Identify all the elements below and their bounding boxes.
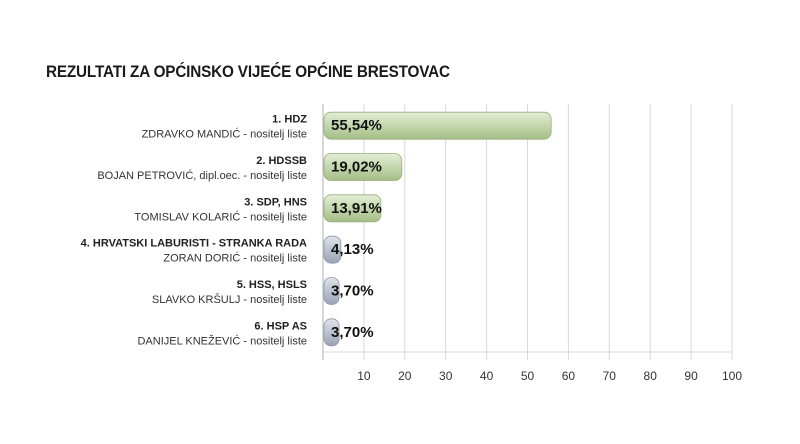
- leader-label: TOMISLAV KOLARIĆ - nositelj liste: [134, 210, 307, 223]
- party-label: 6. HSP AS: [254, 320, 307, 332]
- chart-title: REZULTATI ZA OPĆINSKO VIJEĆE OPĆINE BRES…: [46, 62, 450, 81]
- bar: [323, 318, 340, 347]
- x-tick-label: 60: [562, 369, 576, 383]
- party-label: 1. HDZ: [272, 114, 307, 126]
- data-label: 3,70%: [331, 283, 374, 300]
- party-label: 5. HSS, HSLS: [237, 279, 307, 291]
- category-labels: 1. HDZ ZDRAVKO MANDIĆ - nositelj liste 2. …: [81, 114, 308, 348]
- data-label: 13,91%: [331, 200, 382, 217]
- x-tick-label: 30: [439, 369, 453, 383]
- data-label: 4,13%: [331, 241, 374, 258]
- grid-layer: [322, 104, 733, 360]
- leader-label: ZORAN DORIĆ - nositelj liste: [163, 252, 307, 265]
- data-label: 55,54%: [331, 117, 382, 134]
- data-label: 3,70%: [331, 324, 374, 341]
- x-tick-label: 70: [603, 369, 617, 383]
- party-label: 2. HDSSB: [256, 155, 307, 167]
- bar: [323, 111, 552, 140]
- bar: [323, 235, 342, 264]
- data-label: 19,02%: [331, 159, 382, 176]
- x-tick-label: 40: [480, 369, 494, 383]
- x-tick-label: 50: [521, 369, 535, 383]
- bars-layer: [323, 111, 552, 347]
- x-tick-label: 80: [644, 369, 658, 383]
- bar: [323, 153, 403, 181]
- leader-label: BOJAN PETROVIĆ, dipl.oec. - nositelj lis…: [97, 169, 307, 182]
- value-labels: 55,54% 19,02% 13,91% 4,13% 3,70% 3,70%: [331, 117, 382, 341]
- x-tick-label: 100: [722, 369, 742, 383]
- x-tick-label: 20: [398, 369, 412, 383]
- bar: [323, 277, 340, 305]
- party-label: 4. HRVATSKI LABURISTI - STRANKA RADA: [81, 238, 307, 250]
- party-label: 3. SDP, HNS: [244, 196, 307, 208]
- leader-label: SLAVKO KRŠULJ - nositelj liste: [152, 293, 307, 306]
- leader-label: ZDRAVKO MANDIĆ - nositelj liste: [142, 128, 307, 141]
- x-axis-ticks: 10 20 30 40 50 60 70 80 90 100: [357, 369, 742, 383]
- bar: [323, 194, 382, 223]
- x-tick-label: 10: [357, 369, 371, 383]
- leader-label: DANIJEL KNEŽEVIĆ - nositelj liste: [137, 334, 307, 347]
- x-tick-label: 90: [684, 369, 698, 383]
